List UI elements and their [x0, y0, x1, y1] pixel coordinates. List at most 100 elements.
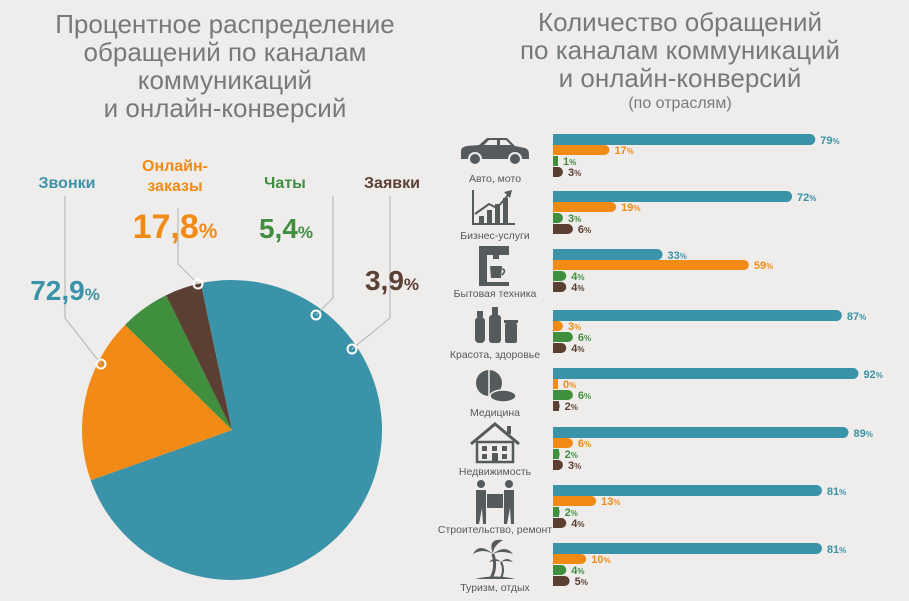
bar-cap — [553, 427, 559, 438]
category-label: Недвижимость — [459, 466, 532, 478]
category-label: Красота, здоровье — [450, 349, 540, 361]
slice-value-label: 72,9% — [30, 275, 100, 306]
bar — [553, 202, 617, 212]
category-label: Бизнес-услуги — [460, 230, 530, 242]
bar — [553, 310, 842, 321]
bar — [553, 438, 573, 448]
bar — [553, 260, 749, 270]
bar-cap — [553, 191, 559, 202]
bar-value-label: 92% — [863, 369, 882, 381]
bar-cap — [553, 507, 559, 517]
bar-cap — [553, 134, 559, 145]
bar-chart-subtitle: (по отраслям) — [628, 95, 732, 112]
slice-marker — [95, 358, 107, 370]
bar-cap — [553, 460, 559, 470]
bar-cap — [553, 167, 559, 177]
bar — [553, 224, 573, 234]
bar — [553, 191, 793, 202]
bar — [553, 321, 563, 331]
bar-value-label: 4% — [571, 282, 584, 294]
bar-cap — [553, 332, 559, 342]
leader-line — [64, 196, 102, 365]
bar-value-label: 6% — [578, 224, 591, 236]
bar-cap — [553, 518, 559, 528]
bar-value-label: 89% — [853, 428, 872, 440]
bar-cap — [553, 310, 559, 321]
slice-name-label: Онлайн- — [142, 158, 208, 175]
bar-cap — [553, 543, 559, 554]
bar-cap — [553, 390, 559, 400]
house-icon — [470, 422, 520, 464]
pie-slice-1 — [82, 324, 232, 481]
bar — [553, 554, 587, 564]
bar-cap — [553, 379, 558, 389]
bar — [553, 543, 822, 554]
bar-value-label: 4% — [571, 343, 584, 355]
bar — [553, 145, 610, 155]
bar — [553, 390, 573, 400]
category-label: Медицина — [470, 407, 520, 419]
bar-value-label: 79% — [820, 135, 839, 147]
leader-line — [315, 196, 334, 316]
slice-value-label: 5,4% — [259, 213, 313, 244]
slice-name-label: Звонки — [39, 175, 96, 192]
pie-slice-3 — [166, 283, 232, 430]
title-line: и онлайн-конверсий — [103, 93, 347, 123]
bar — [553, 427, 849, 438]
bar-value-label: 4% — [571, 271, 584, 283]
bar-cap — [553, 145, 559, 155]
movers-icon — [476, 480, 514, 524]
bar-cap — [553, 485, 559, 496]
bar — [553, 249, 663, 260]
bar-value-label: 3% — [568, 167, 581, 179]
bar — [553, 271, 567, 281]
bar-cap — [553, 449, 559, 459]
bar-value-label: 6% — [578, 438, 591, 450]
title-line: Количество обращений — [537, 7, 823, 37]
slice-name-label: Чаты — [264, 175, 306, 192]
pie-slice-0 — [90, 280, 382, 580]
bar — [553, 213, 563, 223]
category-label: Авто, мото — [469, 173, 521, 185]
bar-cap — [553, 202, 559, 212]
bar-value-label: 87% — [847, 311, 866, 323]
bar-cap — [553, 224, 559, 234]
bar — [553, 507, 560, 517]
bar-value-label: 19% — [621, 202, 640, 214]
car-icon — [461, 138, 529, 166]
bar-value-label: 4% — [571, 518, 584, 530]
coffee-machine-icon — [479, 246, 509, 286]
leader-line — [351, 196, 391, 350]
bar-value-label: 3% — [568, 321, 581, 333]
bar-cap — [553, 401, 559, 411]
slice-value-label: 17,8% — [133, 208, 218, 246]
bar-cap — [553, 282, 559, 292]
bar-cap — [553, 438, 559, 448]
pie-chart-title: Процентное распределение обращений по ка… — [20, 10, 430, 122]
bar-cap — [553, 156, 558, 166]
bar — [553, 282, 567, 292]
pills-icon — [476, 370, 517, 403]
bar-value-label: 81% — [827, 486, 846, 498]
bar-cap — [553, 343, 559, 353]
bar-value-label: 5% — [575, 576, 588, 588]
bar-value-label: 4% — [571, 565, 584, 577]
pie-chart: Звонки 72,9% Онлайн-заказы 17,8% Чаты 5,4% Зая… — [30, 158, 420, 580]
slice-name-label: Заявки — [364, 175, 420, 192]
bar-value-label: 2% — [565, 401, 578, 413]
bar-value-label: 59% — [754, 260, 773, 272]
title-line: обращений по каналам — [83, 37, 367, 67]
bar — [553, 167, 563, 177]
title-line: и онлайн-конверсий — [558, 63, 802, 93]
bar-cap — [553, 271, 559, 281]
bar — [553, 576, 570, 586]
bar-cap — [553, 249, 559, 260]
bar-cap — [553, 496, 559, 506]
cosmetics-icon — [475, 307, 518, 343]
bar — [553, 343, 567, 353]
bar-value-label: 17% — [614, 145, 633, 157]
bar — [553, 565, 567, 575]
bar-cap — [553, 554, 559, 564]
bar-value-label: 10% — [591, 554, 610, 566]
bar-cap — [553, 213, 559, 223]
